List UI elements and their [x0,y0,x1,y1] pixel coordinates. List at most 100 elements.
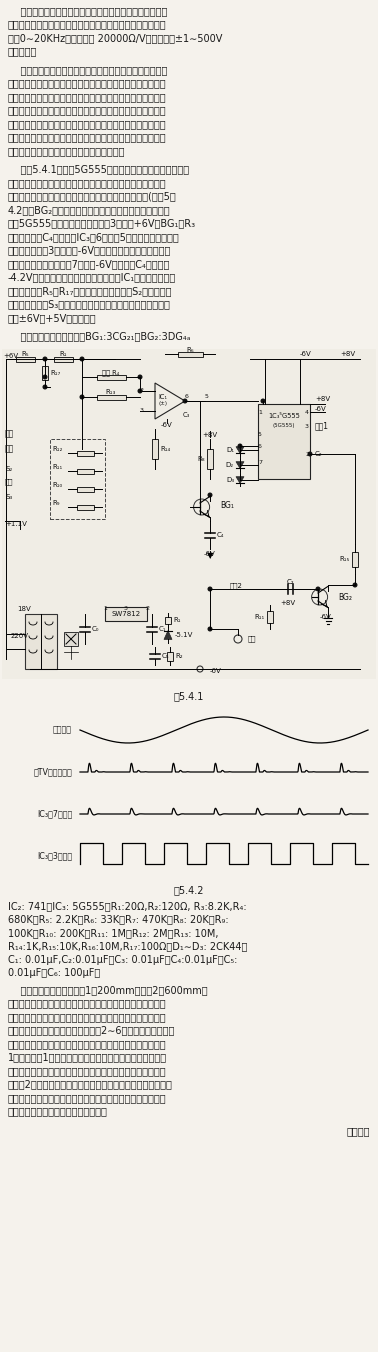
Text: 构成电流源向C₄充电，当IC₃第6脚与第5脚电压相同时，多谐: 构成电流源向C₄充电，当IC₃第6脚与第5脚电压相同时，多谐 [8,233,180,242]
Polygon shape [236,446,244,453]
Circle shape [208,587,212,591]
Text: BG₂: BG₂ [338,592,352,602]
Text: S₂: S₂ [5,466,12,472]
Text: C₂: C₂ [315,452,323,457]
Circle shape [238,445,242,448]
Text: +6V: +6V [3,353,18,360]
Text: R₁₂: R₁₂ [52,446,62,452]
Text: R₆: R₆ [186,346,194,353]
Text: IC₃第7脚电压: IC₃第7脚电压 [37,810,72,818]
Text: +8V: +8V [280,600,295,606]
Text: 1C₃⁵G555: 1C₃⁵G555 [268,412,300,419]
Text: R₁: R₁ [173,617,181,623]
Text: IC₁: IC₁ [158,393,167,400]
Text: 一系列点即可形成一条扫描线（垂直扫描线，与普通示波器恰: 一系列点即可形成一条扫描线（垂直扫描线，与普通示波器恰 [8,132,167,142]
Circle shape [208,627,212,631]
Text: 输入: 输入 [5,430,14,438]
Text: R₁₃: R₁₃ [106,389,116,396]
Circle shape [80,357,84,361]
Text: 带宽0∼20KHz，输入阻抗 20000Ω/V，灵敏度为±1∼500V: 带宽0∼20KHz，输入阻抗 20000Ω/V，灵敏度为±1∼500V [8,32,222,43]
Text: 电视的高压部分和屏幕前都可以检出较强的脉冲信号。发射天: 电视的高压部分和屏幕前都可以检出较强的脉冲信号。发射天 [8,999,167,1009]
Text: 把电视机作为灵敏的大屏幕示波器来测量音频电压波形。测量: 把电视机作为灵敏的大屏幕示波器来测量音频电压波形。测量 [8,19,167,30]
Text: 振荡器复位，第3脚转变为-6V。这个迅速变化的脉冲由一个: 振荡器复位，第3脚转变为-6V。这个迅速变化的脉冲由一个 [8,246,171,256]
Text: 图5.4.2: 图5.4.2 [174,886,204,895]
Bar [76,504,93,510]
Circle shape [261,399,265,403]
Text: C₅: C₅ [162,653,170,658]
Text: 680K，R₅: 2.2K，R₆: 33K，R₇: 470K，R₈: 20K，R₉:: 680K，R₅: 2.2K，R₆: 33K，R₇: 470K，R₈: 20K，R… [8,914,229,925]
Text: R₁₇: R₁₇ [50,370,60,376]
Text: 提供±6V和+5V校准电压。: 提供±6V和+5V校准电压。 [8,314,97,323]
Circle shape [138,376,142,379]
Text: 6: 6 [185,393,189,399]
Text: 较。这样也能形成双道示波器的效果。: 较。这样也能形成双道示波器的效果。 [8,1106,108,1117]
Text: (5G555): (5G555) [273,423,295,429]
Text: 4: 4 [305,410,309,415]
Text: 1: 1 [103,607,107,611]
Text: R₂: R₂ [175,653,183,658]
Text: C₄: C₄ [217,531,225,538]
Text: 6: 6 [258,443,262,449]
Text: 天线均用粗铜线制，天线1约200mm，天线2约600mm。: 天线均用粗铜线制，天线1约200mm，天线2约600mm。 [8,986,208,995]
Text: 220V: 220V [11,633,29,639]
Text: 置。做2个同样的装置，也可以做到两台仪器频率同步的结果。: 置。做2个同样的装置，也可以做到两台仪器频率同步的结果。 [8,1079,173,1090]
Text: 外接: 外接 [248,635,257,642]
Text: -6V: -6V [315,406,327,412]
Text: 好相反）。本装置就是利用这个原理制作的。: 好相反）。本装置就是利用这个原理制作的。 [8,146,125,155]
Text: 色限 R₄: 色限 R₄ [102,369,119,376]
Text: 小天线发射出去。同时第7脚达到-6V时，引起C₄放电达到: 小天线发射出去。同时第7脚达到-6V时，引起C₄放电达到 [8,260,170,269]
Circle shape [353,583,357,587]
Text: R₁₁: R₁₁ [52,464,62,470]
Bar [105,607,147,621]
Bar [167,652,173,661]
Text: 电视示波器利用了普通电视机具有的发射和接收电磁干扰: 电视示波器利用了普通电视机具有的发射和接收电磁干扰 [8,65,167,74]
Circle shape [316,587,320,591]
Bar [178,352,203,357]
Text: 图5.4.1: 图5.4.1 [174,691,204,700]
Text: -6V: -6V [320,614,332,621]
Text: C₀: C₀ [92,626,99,631]
Text: 3: 3 [140,408,144,414]
Text: -6V: -6V [161,422,173,429]
Text: 图中元器件的参数如下：BG₁:3CG₂₁、BG₂:3DG₄ₐ: 图中元器件的参数如下：BG₁:3CG₂₁、BG₂:3DG₄ₐ [8,331,191,342]
Text: 1: 1 [258,410,262,415]
Bar [152,439,158,458]
Text: +8V: +8V [203,433,218,438]
Text: 4.2）。BG₂检出电视机发射的脉冲，在检出这个脉冲的同: 4.2）。BG₂检出电视机发射的脉冲，在检出这个脉冲的同 [8,206,170,215]
Bar [76,469,93,473]
Text: 示波器的心脏。这个调制器把输入信号调制成与行扫描同频的: 示波器的心脏。这个调制器把输入信号调制成与行扫描同频的 [8,178,167,188]
Circle shape [183,399,187,403]
Text: D₃: D₃ [226,477,234,483]
Text: 线尽量靠近电视机接收天线，或把他们连起来。使用时，先将: 线尽量靠近电视机接收天线，或把他们连起来。使用时，先将 [8,1013,167,1022]
Text: ▼: ▼ [207,552,213,561]
Bar [50,439,105,519]
Text: 5: 5 [205,393,209,399]
Text: +1.1V: +1.1V [5,521,27,527]
Text: 100K，R₁₀: 200K，R₁₁: 1M，R₁₂: 2M，R₁₃: 10M,: 100K，R₁₀: 200K，R₁₁: 1M，R₁₂: 2M，R₁₃: 10M, [8,927,218,938]
Text: 校准: 校准 [5,479,14,485]
Bar [76,450,93,456]
Text: D₁: D₁ [226,448,234,453]
Text: 5: 5 [258,431,262,437]
Text: SW7812: SW7812 [112,611,141,617]
Text: -5.1V: -5.1V [175,631,194,638]
Text: 每一条扫描线产生一个干扰脉冲，使屏幕上形成一个点，那么: 每一条扫描线产生一个干扰脉冲，使屏幕上形成一个点，那么 [8,119,167,128]
Circle shape [43,385,47,389]
Bar [165,617,171,623]
Text: 其中一个输入已知的参考信号，另一个输入被测信号，进行比: 其中一个输入已知的参考信号，另一个输入被测信号，进行比 [8,1092,167,1103]
Polygon shape [164,630,172,639]
Text: 一个高压脉冲随着一条扫描线。如果外部电磁干扰是可控的，: 一个高压脉冲随着一条扫描线。如果外部电磁干扰是可控的， [8,105,167,115]
Text: R₅: R₅ [22,352,29,357]
Text: C₃: C₃ [183,412,190,418]
Text: IC₂: 741，IC₃: 5G555。R₁:20Ω,R₂:120Ω, R₃:8.2K,R₄:: IC₂: 741，IC₃: 5G555。R₁:20Ω,R₂:120Ω, R₃:8… [8,900,246,911]
Text: 3: 3 [305,423,309,429]
Polygon shape [236,477,244,483]
Text: 及TV检出的脉冲: 及TV检出的脉冲 [33,768,72,776]
Circle shape [208,493,212,496]
Bar [207,449,213,469]
Text: C₂: C₂ [286,579,294,585]
Text: 电视机频道开关打到无电台的频道（2∼6频道最好），移动天: 电视机频道开关打到无电台的频道（2∼6频道最好），移动天 [8,1026,175,1036]
Text: R₁: R₁ [60,352,67,357]
Text: 时，5G555内部的多谐振荡器使第3腿达到+6V。BG₁和R₃: 时，5G555内部的多谐振荡器使第3腿达到+6V。BG₁和R₃ [8,219,196,228]
Text: R₁₅: R₁₅ [339,556,350,562]
